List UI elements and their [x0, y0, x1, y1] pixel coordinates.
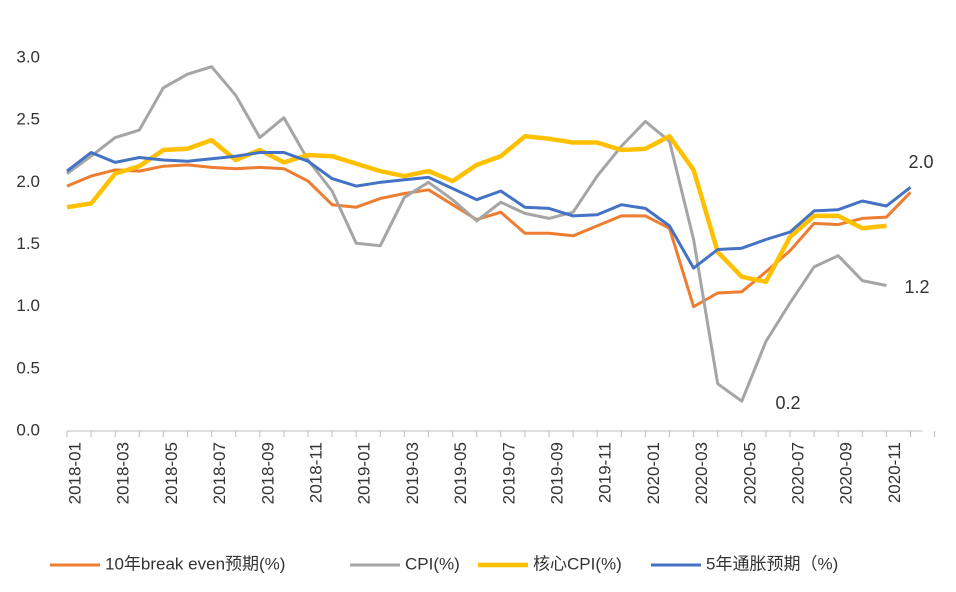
y-tick-label: 3.0	[16, 47, 40, 66]
annotation: 1.2	[904, 277, 929, 297]
x-tick-label: 2020-07	[788, 442, 807, 504]
series-line	[66, 151, 912, 270]
y-tick-label: 2.0	[16, 172, 40, 191]
annotation: 0.2	[775, 393, 800, 413]
x-tick-label: 2018-03	[114, 442, 133, 504]
legend-label: 5年通胀预期（%)	[706, 554, 838, 573]
legend-label: 核心CPI(%)	[533, 554, 622, 573]
legend-label: 10年break even预期(%)	[105, 554, 285, 573]
series-line	[66, 163, 912, 309]
y-tick-label: 0.0	[16, 420, 40, 439]
y-tick-label: 1.0	[16, 296, 40, 315]
x-tick-label: 2018-01	[65, 442, 84, 504]
y-tick-label: 2.5	[16, 110, 40, 129]
x-tick-label: 2018-09	[258, 442, 277, 504]
x-tick-label: 2019-01	[355, 442, 374, 504]
y-tick-label: 0.5	[16, 358, 40, 377]
series-line	[66, 134, 887, 285]
x-tick-label: 2019-03	[403, 442, 422, 504]
x-tick-label: 2020-05	[740, 442, 759, 504]
x-tick-label: 2019-05	[451, 442, 470, 504]
x-tick-label: 2019-07	[499, 442, 518, 504]
legend-label: CPI(%)	[405, 554, 460, 573]
x-tick-label: 2020-03	[692, 442, 711, 504]
x-tick-label: 2018-11	[306, 442, 325, 503]
x-tick-label: 2020-11	[885, 442, 904, 503]
x-tick-label: 2020-01	[644, 442, 663, 504]
x-tick-label: 2018-05	[162, 442, 181, 504]
y-tick-label: 1.5	[16, 234, 40, 253]
series-line	[66, 65, 887, 403]
annotation: 2.0	[908, 152, 933, 172]
x-tick-label: 2019-09	[547, 442, 566, 504]
x-tick-label: 2018-07	[210, 442, 229, 504]
x-tick-label: 2020-09	[837, 442, 856, 504]
x-tick-label: 2019-11	[596, 442, 615, 503]
